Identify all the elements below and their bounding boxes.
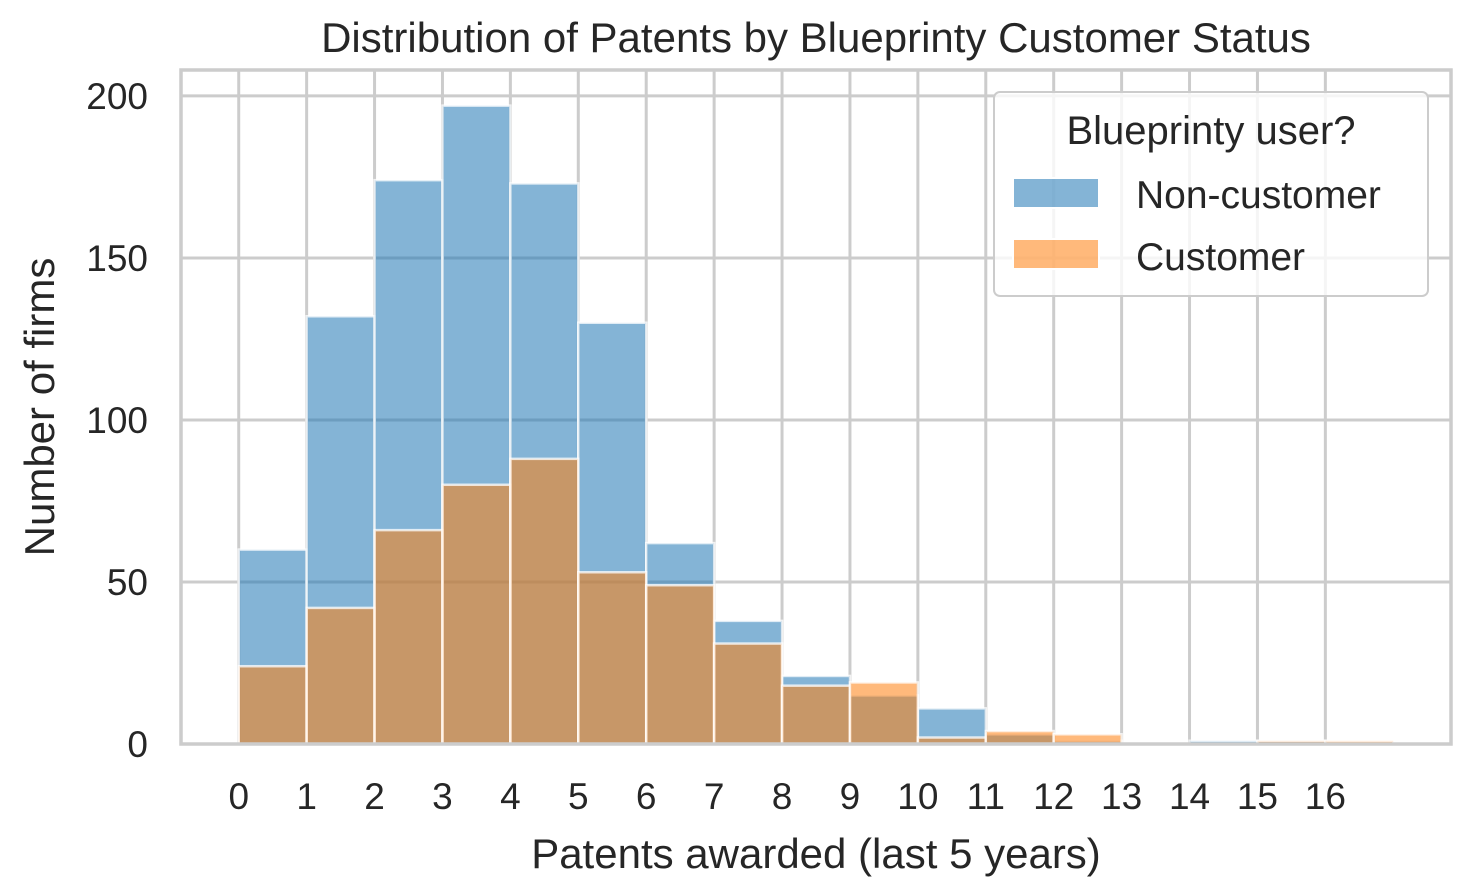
chart-title: Distribution of Patents by Blueprinty Cu… (321, 14, 1311, 61)
y-tick-label: 50 (107, 562, 148, 603)
x-tick-label: 0 (228, 776, 249, 817)
legend-label-non-customer: Non-customer (1136, 174, 1381, 217)
bar-customer (237, 664, 308, 746)
bar-customer (305, 606, 376, 746)
x-tick-label: 11 (967, 776, 1005, 817)
bar-customer (712, 642, 784, 746)
y-axis-label: Number of firms (16, 258, 63, 557)
x-tick-label: 7 (704, 776, 725, 817)
x-tick-label: 8 (772, 776, 793, 817)
x-axis-label: Patents awarded (last 5 years) (531, 830, 1101, 877)
x-tick-label: 6 (636, 776, 657, 817)
legend-swatch-customer (1012, 238, 1100, 270)
legend-label-customer: Customer (1136, 236, 1305, 279)
y-tick-label: 0 (127, 724, 148, 765)
x-tick-label: 16 (1305, 776, 1346, 817)
x-tick-label: 15 (1237, 776, 1278, 817)
bar-customer (780, 684, 852, 746)
y-tick-label: 150 (86, 238, 148, 279)
bar-customer (373, 528, 444, 746)
x-tick-label: 10 (897, 776, 938, 817)
legend-swatch-non-customer (1012, 177, 1100, 209)
legend-title: Blueprinty user? (1066, 109, 1355, 153)
bar-customer (984, 729, 1055, 746)
x-tick-label: 4 (500, 776, 521, 817)
x-tick-label: 14 (1169, 776, 1210, 817)
plot-frame (179, 68, 1453, 746)
y-tick-label: 100 (86, 400, 148, 441)
bar-customer (441, 483, 512, 746)
x-tick-label: 5 (568, 776, 589, 817)
x-tick-label: 1 (296, 776, 317, 817)
x-tick-label: 12 (1033, 776, 1074, 817)
bar-customer (509, 457, 580, 746)
bar-customer (577, 571, 648, 746)
legend: Blueprinty user? Non-customer Customer (993, 91, 1429, 297)
x-tick-label: 9 (840, 776, 861, 817)
bar-customer (644, 583, 716, 746)
x-tick-label: 3 (432, 776, 453, 817)
x-tick-label: 13 (1101, 776, 1142, 817)
x-tick-label: 2 (364, 776, 385, 817)
bars-layer (237, 104, 1395, 746)
bar-customer (848, 681, 920, 746)
legend-box (993, 91, 1429, 297)
y-tick-label: 200 (86, 76, 148, 117)
